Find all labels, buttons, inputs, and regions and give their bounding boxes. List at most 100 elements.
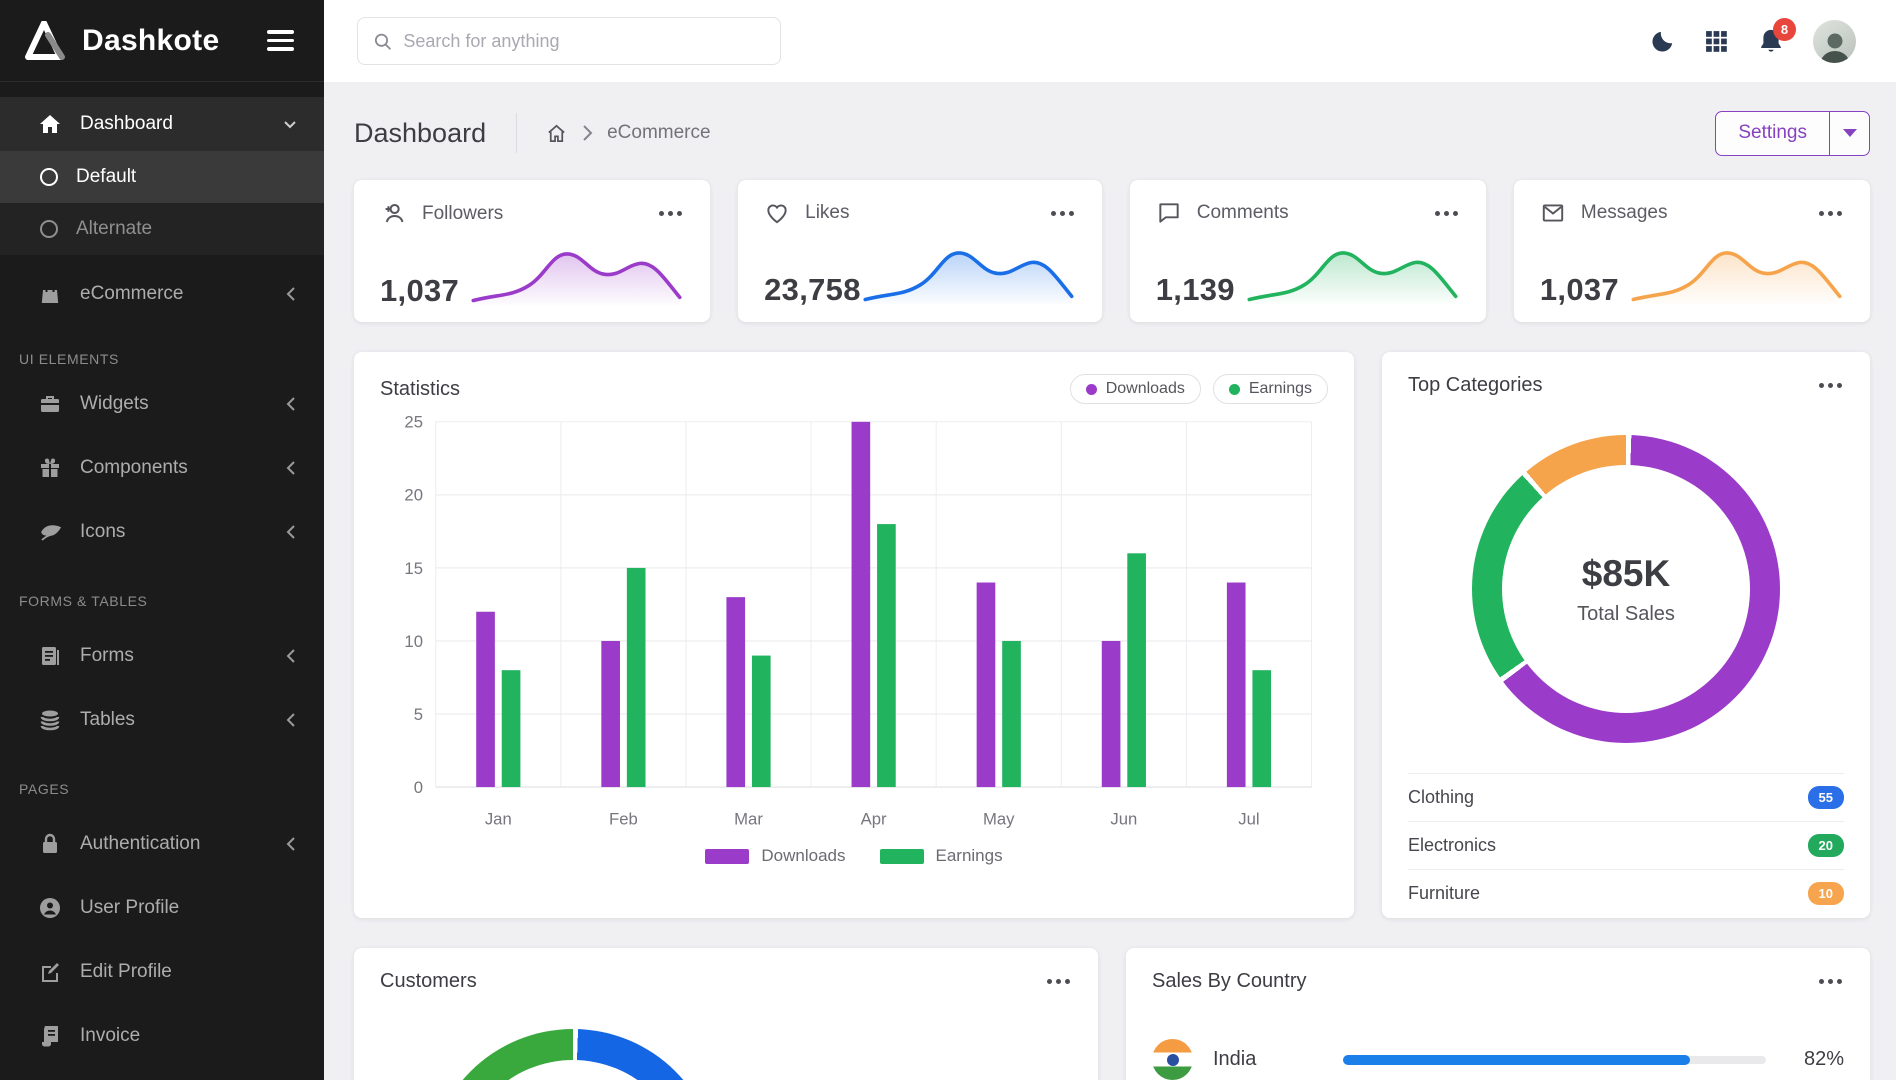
customers-title: Customers — [380, 970, 477, 993]
gift-icon — [38, 456, 62, 480]
sidebar-item-label: Widgets — [80, 393, 149, 415]
logo-row: Dashkote — [0, 0, 324, 82]
list-item: Furniture 10 — [1408, 869, 1844, 917]
card-menu-button[interactable] — [1045, 973, 1072, 990]
section-forms-tables: FORMS & TABLES — [0, 593, 324, 609]
envelope-icon — [1540, 200, 1566, 226]
apps-grid-button[interactable] — [1704, 29, 1729, 54]
home-icon — [38, 112, 62, 136]
card-menu-button[interactable] — [657, 205, 684, 222]
chevron-left-icon — [284, 836, 298, 852]
stat-value: 23,758 — [764, 272, 861, 308]
sidebar-item-label: Components — [80, 457, 188, 479]
dark-mode-toggle[interactable] — [1649, 28, 1676, 55]
chevron-left-icon — [284, 460, 298, 476]
stat-value: 1,139 — [1156, 272, 1235, 308]
sidebar-item-label: Icons — [80, 521, 125, 543]
stat-label: Comments — [1197, 202, 1289, 224]
moon-icon — [1649, 28, 1676, 55]
sidebar-toggle-button[interactable] — [263, 26, 298, 55]
search-box[interactable] — [357, 17, 781, 65]
chevron-right-icon — [582, 124, 593, 142]
caret-down-icon — [1843, 129, 1857, 137]
messages-sparkline-chart — [1629, 236, 1844, 308]
likes-sparkline-chart — [861, 236, 1076, 308]
stat-value: 1,037 — [1540, 272, 1619, 308]
sidebar-item-alternate[interactable]: Alternate — [0, 203, 324, 255]
sidebar-item-edit-profile[interactable]: Edit Profile — [0, 945, 324, 999]
category-badge-1: 20 — [1808, 834, 1844, 857]
customers-donut-chart — [428, 1029, 718, 1080]
stat-card-followers: Followers 1,037 — [354, 180, 710, 322]
statistics-bar-chart: 0510152025JanFebMarAprMayJunJul — [380, 412, 1328, 844]
sidebar: Dashkote Dashboard Default Alternate — [0, 0, 324, 1080]
svg-text:20: 20 — [404, 486, 423, 505]
database-icon — [38, 708, 62, 732]
list-item: Electronics 20 — [1408, 821, 1844, 869]
sidebar-item-components[interactable]: Components — [0, 441, 324, 495]
svg-text:Apr: Apr — [861, 809, 887, 828]
legend-pill-earnings[interactable]: Earnings — [1213, 374, 1328, 404]
settings-dropdown-button[interactable] — [1829, 112, 1869, 155]
sidebar-item-invoice[interactable]: Invoice — [0, 1009, 324, 1063]
comments-sparkline-chart — [1245, 236, 1460, 308]
comment-icon — [1156, 200, 1182, 226]
stat-label: Messages — [1581, 202, 1668, 224]
top-categories-title: Top Categories — [1408, 374, 1543, 397]
settings-button[interactable]: Settings — [1716, 112, 1829, 155]
sidebar-item-icons[interactable]: Icons — [0, 505, 324, 559]
app-title: Dashkote — [82, 24, 219, 58]
country-percent: 82% — [1792, 1048, 1844, 1071]
sidebar-item-label: eCommerce — [80, 283, 183, 305]
card-menu-button[interactable] — [1817, 973, 1844, 990]
sidebar-item-ecommerce[interactable]: eCommerce — [0, 267, 324, 321]
card-menu-button[interactable] — [1817, 205, 1844, 222]
sidebar-item-widgets[interactable]: Widgets — [0, 377, 324, 431]
page-header: Dashboard eCommerce Settings — [354, 110, 1870, 156]
svg-text:Jan: Jan — [485, 809, 512, 828]
sidebar-item-default[interactable]: Default — [0, 151, 324, 203]
stat-card-comments: Comments 1,139 — [1130, 180, 1486, 322]
avatar-person-icon — [1817, 29, 1853, 63]
section-ui-elements: UI ELEMENTS — [0, 351, 324, 367]
breadcrumb: eCommerce — [545, 122, 710, 145]
user-avatar[interactable] — [1813, 20, 1856, 63]
dashboard-submenu: Default Alternate — [0, 151, 324, 255]
svg-text:0: 0 — [414, 778, 423, 797]
notification-badge: 8 — [1773, 18, 1796, 41]
card-menu-button[interactable] — [1433, 205, 1460, 222]
customers-card: Customers Current Customers — [354, 948, 1098, 1080]
stat-cards-row: Followers 1,037 Likes 23,758 — [354, 180, 1870, 322]
sidebar-item-authentication[interactable]: Authentication — [0, 817, 324, 871]
sidebar-item-forms[interactable]: Forms — [0, 629, 324, 683]
card-menu-button[interactable] — [1817, 377, 1844, 394]
user-circle-icon — [38, 896, 62, 920]
chevron-left-icon — [284, 648, 298, 664]
top-categories-card: Top Categories $85K Total Sales Clothing… — [1382, 352, 1870, 918]
sidebar-item-label: Forms — [80, 645, 134, 667]
sidebar-item-label: Default — [76, 166, 136, 188]
settings-split-button: Settings — [1715, 111, 1870, 156]
legend-pill-downloads[interactable]: Downloads — [1070, 374, 1201, 404]
category-badge-0: 55 — [1808, 786, 1844, 809]
sidebar-item-dashboard[interactable]: Dashboard — [0, 97, 324, 151]
breadcrumb-home-link[interactable] — [545, 122, 568, 145]
stat-label: Likes — [805, 202, 849, 224]
svg-text:Feb: Feb — [609, 809, 638, 828]
sidebar-item-tables[interactable]: Tables — [0, 693, 324, 747]
chevron-left-icon — [284, 286, 298, 302]
statistics-title: Statistics — [380, 378, 460, 401]
card-menu-button[interactable] — [1049, 205, 1076, 222]
sidebar-item-user-profile[interactable]: User Profile — [0, 881, 324, 935]
total-sales-value: $85K — [1582, 553, 1670, 595]
form-icon — [38, 644, 62, 668]
india-progress-bar — [1343, 1056, 1766, 1064]
top-categories-donut-chart: $85K Total Sales — [1472, 435, 1780, 743]
sidebar-item-label: Tables — [80, 709, 135, 731]
svg-text:25: 25 — [404, 413, 423, 432]
search-input[interactable] — [403, 31, 765, 52]
notifications-button[interactable]: 8 — [1757, 27, 1785, 55]
shopping-bag-icon — [38, 282, 62, 306]
edit-icon — [38, 960, 62, 984]
briefcase-icon — [38, 392, 62, 416]
